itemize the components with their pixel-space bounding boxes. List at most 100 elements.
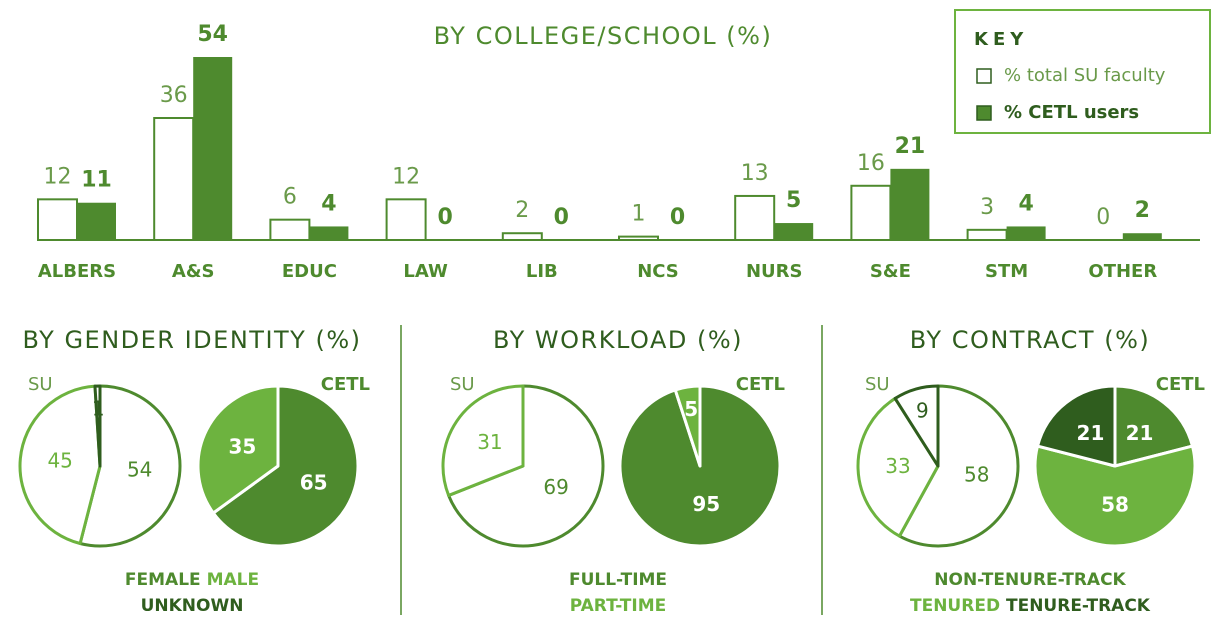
series-label: CETL — [1156, 374, 1205, 395]
value-label: 5 — [786, 188, 801, 213]
legend-label: % CETL users — [1004, 102, 1139, 123]
chart-title: BY WORKLOAD (%) — [493, 326, 743, 354]
bar — [501, 232, 543, 242]
x-tick-label: OTHER — [1088, 261, 1157, 282]
series-label: SU — [450, 374, 475, 395]
series-label: SU — [865, 374, 890, 395]
series-label: CETL — [736, 374, 785, 395]
legend-title: KEY — [974, 29, 1028, 50]
legend-label: TENURE-TRACK — [1006, 596, 1151, 616]
x-tick-label: S&E — [870, 261, 911, 282]
value-label: 0 — [554, 205, 569, 230]
legend: FULL-TIME — [569, 570, 667, 590]
value-label: 13 — [741, 161, 769, 186]
value-label: 36 — [160, 83, 188, 108]
bar — [269, 218, 311, 242]
slice-label: 58 — [964, 462, 989, 486]
pie-slice — [211, 384, 360, 548]
legend: FEMALE MALE — [125, 570, 259, 590]
value-label: 11 — [81, 168, 112, 193]
slice-label: 65 — [300, 471, 328, 495]
legend-swatch — [976, 105, 992, 121]
pie-slice — [1033, 444, 1197, 548]
slice-label: 9 — [916, 399, 929, 423]
value-label: 0 — [670, 205, 685, 230]
legend-label: % total SU faculty — [1004, 65, 1166, 86]
slice-label: 31 — [477, 430, 502, 454]
key-box — [954, 9, 1211, 134]
bar — [77, 202, 116, 240]
pie-slice — [18, 384, 102, 545]
x-tick-label: ALBERS — [38, 261, 116, 282]
bar — [734, 194, 776, 241]
pie-slice — [856, 396, 940, 538]
value-label: 16 — [857, 151, 885, 176]
bar — [850, 184, 892, 241]
value-label: 2 — [515, 198, 529, 223]
legend: UNKNOWN — [141, 596, 244, 616]
x-tick-label: NURS — [746, 261, 803, 282]
legend-swatch — [976, 68, 992, 84]
legend-label: PART-TIME — [570, 596, 667, 616]
legend-label: NON-TENURE-TRACK — [934, 570, 1126, 590]
bar — [153, 117, 195, 241]
slice-label: 21 — [1126, 421, 1154, 445]
pie-slice — [196, 384, 280, 515]
slice-label: 45 — [47, 449, 72, 473]
slice-label: 33 — [885, 454, 910, 478]
value-label: 0 — [437, 205, 452, 230]
value-label: 0 — [1096, 205, 1110, 230]
slice-label: 69 — [543, 475, 568, 499]
x-tick-label: NCS — [637, 261, 679, 282]
slice-label: 5 — [684, 397, 698, 421]
x-tick-label: EDUC — [282, 261, 337, 282]
slice-label: 54 — [127, 458, 152, 482]
legend-label: FULL-TIME — [569, 570, 667, 590]
x-tick-label: STM — [985, 261, 1028, 282]
value-label: 3 — [980, 195, 994, 220]
x-tick-label: A&S — [172, 261, 215, 282]
value-label: 4 — [321, 191, 336, 216]
bar — [774, 223, 814, 240]
value-label: 54 — [197, 22, 228, 47]
legend: PART-TIME — [570, 596, 667, 616]
pie-slice — [93, 384, 102, 468]
x-tick-label: LIB — [526, 261, 558, 282]
pie-slice — [78, 384, 182, 548]
chart-title: BY COLLEGE/SCHOOL (%) — [434, 22, 773, 50]
bar — [385, 198, 427, 241]
pie-slice — [447, 384, 605, 548]
value-label: 4 — [1018, 191, 1033, 216]
series-label: SU — [28, 374, 53, 395]
x-tick-label: LAW — [403, 261, 448, 282]
slice-label: 58 — [1101, 493, 1129, 517]
value-label: 12 — [44, 164, 72, 189]
legend-label: FEMALE — [125, 570, 201, 590]
pie-slice — [1036, 384, 1117, 468]
value-label: 6 — [283, 185, 297, 210]
bar — [890, 168, 930, 240]
legend: NON-TENURE-TRACK — [934, 570, 1126, 590]
value-label: 12 — [392, 164, 420, 189]
bar — [966, 228, 1008, 241]
legend-label: TENURED — [910, 596, 1000, 616]
pie-slice — [1113, 384, 1194, 468]
chart-title: BY GENDER IDENTITY (%) — [23, 326, 362, 354]
bar — [193, 57, 233, 240]
pie-slice — [441, 384, 525, 497]
bar — [309, 226, 349, 240]
slice-label: 95 — [692, 492, 720, 516]
pie-slice — [897, 384, 1020, 548]
slice-label: 1 — [92, 397, 105, 421]
series-label: CETL — [321, 374, 370, 395]
bar — [1122, 233, 1162, 240]
legend-label: MALE — [207, 570, 260, 590]
chart-title: BY CONTRACT (%) — [910, 326, 1150, 354]
slice-label: 35 — [228, 434, 256, 458]
value-label: 1 — [632, 202, 646, 227]
value-label: 21 — [895, 134, 926, 159]
pie-slice — [673, 384, 702, 468]
value-label: 2 — [1135, 198, 1150, 223]
legend: TENURED TENURE-TRACK — [910, 596, 1151, 616]
